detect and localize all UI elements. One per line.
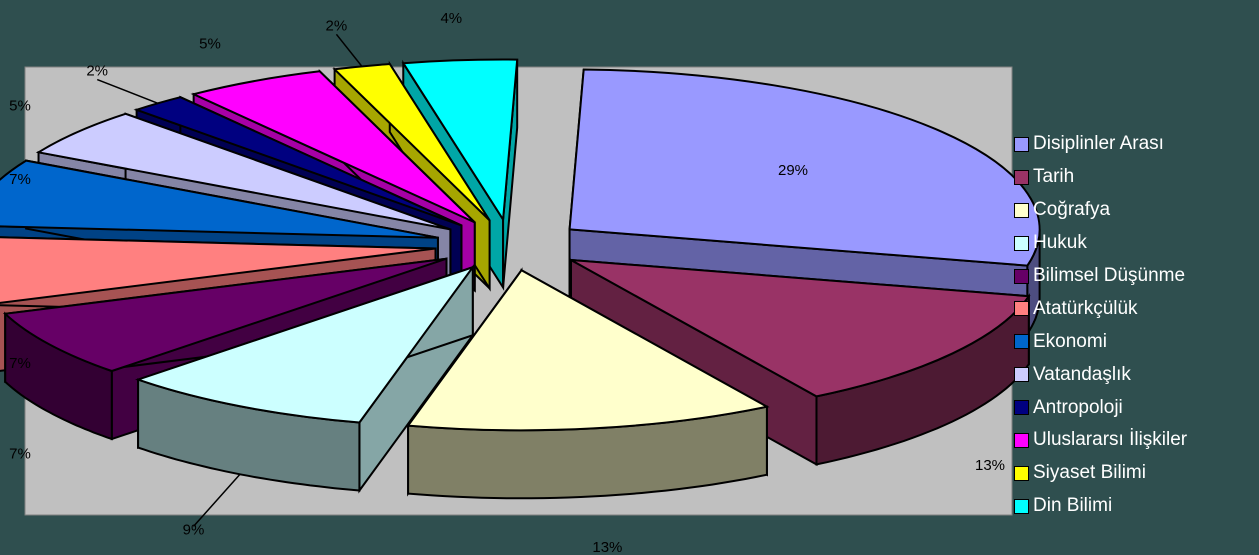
legend-swatch bbox=[1014, 334, 1029, 350]
legend-item: Disiplinler Arası bbox=[1014, 128, 1254, 161]
legend-label: Antropoloji bbox=[1033, 396, 1123, 418]
legend-label: Ekonomi bbox=[1033, 330, 1107, 352]
legend-swatch bbox=[1014, 301, 1029, 317]
legend-label: Hukuk bbox=[1033, 232, 1087, 254]
data-label: 9% bbox=[183, 521, 205, 538]
data-label: 5% bbox=[199, 35, 221, 52]
data-label: 13% bbox=[592, 539, 622, 555]
legend-swatch bbox=[1014, 268, 1029, 284]
data-label: 7% bbox=[9, 355, 31, 372]
data-label: 2% bbox=[86, 62, 108, 79]
pie-slice bbox=[406, 267, 770, 500]
legend-item: Siyaset Bilimi bbox=[1014, 457, 1254, 490]
legend-swatch bbox=[1014, 465, 1029, 481]
legend-swatch bbox=[1014, 235, 1029, 251]
chart-legend: Disiplinler Arası Tarih Coğrafya Hukuk Bilim… bbox=[1014, 128, 1254, 523]
legend-swatch bbox=[1014, 136, 1029, 152]
legend-label: Uluslararsı İlişkiler bbox=[1033, 429, 1188, 451]
data-label: 4% bbox=[440, 10, 462, 27]
legend-item: Ekonomi bbox=[1014, 325, 1254, 358]
legend-label: Bilimsel Düşünme bbox=[1033, 265, 1186, 286]
legend-label: Tarih bbox=[1033, 166, 1075, 188]
legend-item: Din Bilimi bbox=[1014, 490, 1254, 523]
legend-swatch bbox=[1014, 432, 1029, 448]
leader-line bbox=[96, 78, 159, 104]
legend-item: Tarih bbox=[1014, 161, 1254, 194]
leader-line bbox=[335, 33, 363, 67]
data-label: 5% bbox=[9, 98, 31, 115]
legend-swatch bbox=[1014, 400, 1029, 416]
legend-swatch bbox=[1014, 367, 1029, 383]
legend-item: Uluslararsı İlişkiler bbox=[1014, 424, 1254, 457]
data-label: 29% bbox=[778, 162, 808, 179]
legend-label: Atatürkçülük bbox=[1033, 297, 1138, 319]
legend-item: Vatandaşlık bbox=[1014, 358, 1254, 391]
legend-item: Atatürkçülük bbox=[1014, 292, 1254, 325]
data-label: 2% bbox=[326, 17, 348, 34]
data-label: 7% bbox=[9, 171, 31, 188]
legend-label: Din Bilimi bbox=[1033, 495, 1113, 517]
legend-swatch bbox=[1014, 202, 1029, 218]
legend-swatch bbox=[1014, 169, 1029, 185]
legend-item: Hukuk bbox=[1014, 227, 1254, 260]
legend-label: Coğrafya bbox=[1033, 199, 1111, 221]
legend-item: Bilimsel Düşünme bbox=[1014, 260, 1254, 293]
leader-line bbox=[192, 473, 241, 527]
legend-item: Antropoloji bbox=[1014, 391, 1254, 424]
legend-label: Siyaset Bilimi bbox=[1033, 462, 1146, 484]
legend-label: Disiplinler Arası bbox=[1033, 133, 1164, 155]
legend-swatch bbox=[1014, 498, 1029, 514]
legend-label: Vatandaşlık bbox=[1033, 363, 1131, 385]
pie-slice bbox=[134, 264, 476, 494]
legend-item: Coğrafya bbox=[1014, 194, 1254, 227]
data-label: 7% bbox=[9, 446, 31, 463]
data-label: 13% bbox=[975, 457, 1005, 474]
